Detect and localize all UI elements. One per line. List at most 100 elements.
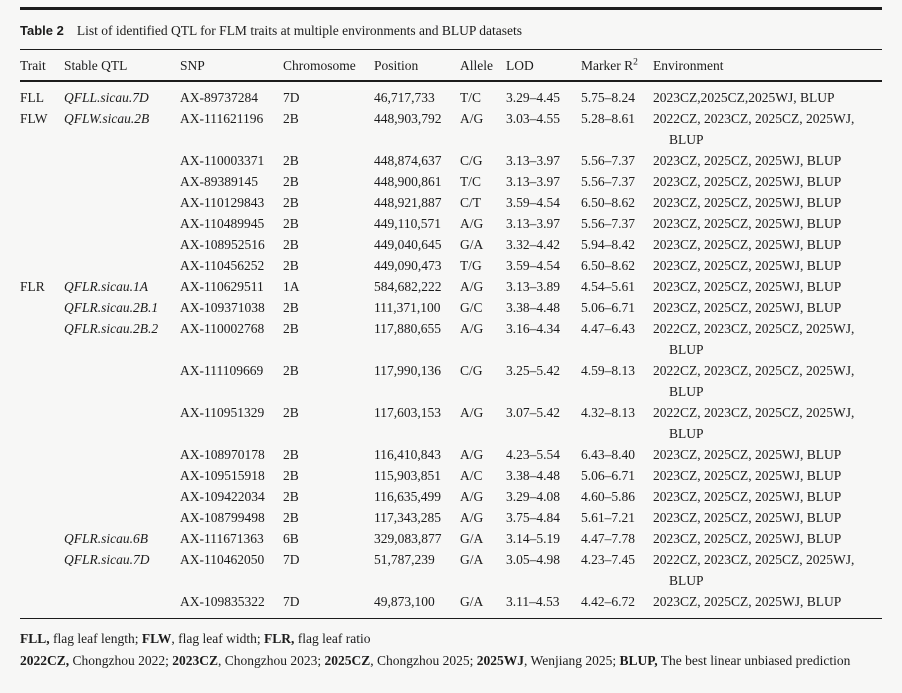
cell-position: 448,874,637 [374,152,442,168]
cell-chromosome: 2B [283,110,299,126]
cell-position: 117,343,285 [374,509,441,525]
cell-position: 111,371,100 [374,299,441,315]
cell-allele: T/C [460,173,482,189]
cell-position: 51,787,239 [374,551,435,567]
cell-snp: AX-110629511 [180,278,264,294]
cell-allele: G/A [460,530,484,546]
cell-environment: 2023CZ, 2025CZ, 2025WJ, BLUP [653,215,842,231]
cell-trait: FLW [20,110,48,126]
cell-snp: AX-110951329 [180,404,265,420]
table-footnotes: FLL, flag leaf length; FLW, flag leaf wi… [20,628,882,671]
superscript-2: 2 [633,57,638,68]
cell-marker-r2: 5.94–8.42 [581,236,635,252]
cell-lod: 3.29–4.45 [506,89,560,105]
cell-environment: 2022CZ, 2023CZ, 2025CZ, 2025WJ, BLUP [653,320,855,357]
table-row: QFLR.sicau.2B.2 AX-110002768 2B 117,880,… [20,318,882,360]
cell-chromosome: 2B [283,446,299,462]
table-row: AX-109422034 2B 116,635,499 A/G 3.29–4.0… [20,486,882,507]
cell-allele: C/T [460,194,482,210]
cell-stable-qtl: QFLR.sicau.2B.1 [64,299,159,315]
table-row: AX-108799498 2B 117,343,285 A/G 3.75–4.8… [20,507,882,528]
table-row: AX-110129843 2B 448,921,887 C/T 3.59–4.5… [20,192,882,213]
cell-allele: C/G [460,152,483,168]
cell-chromosome: 7D [283,593,300,609]
cell-lod: 3.38–4.48 [506,467,560,483]
cell-position: 449,040,645 [374,236,442,252]
cell-chromosome: 2B [283,173,299,189]
cell-position: 115,903,851 [374,467,441,483]
cell-lod: 3.59–4.54 [506,194,560,210]
cell-environment: 2023CZ, 2025CZ, 2025WJ, BLUP [653,488,842,504]
cell-snp: AX-110462050 [180,551,265,567]
footnote-trait-abbreviations: FLL, flag leaf length; FLW, flag leaf wi… [20,631,371,647]
cell-stable-qtl: QFLR.sicau.1A [64,278,148,294]
column-header-position: Position [374,57,419,73]
cell-stable-qtl: QFLR.sicau.6B [64,530,148,546]
cell-chromosome: 7D [283,89,300,105]
footnote-environment-abbreviations: 2022CZ, Chongzhou 2022; 2023CZ, Chongzho… [20,652,851,668]
cell-environment: 2022CZ, 2023CZ, 2025CZ, 2025WJ, BLUP [653,362,855,399]
column-header-snp: SNP [180,57,205,73]
cell-position: 329,083,877 [374,530,442,546]
cell-environment: 2023CZ, 2025CZ, 2025WJ, BLUP [653,299,842,315]
cell-marker-r2: 4.23–7.45 [581,551,635,567]
column-header-marker-r2: Marker R2 [581,57,638,73]
cell-lod: 3.11–4.53 [506,593,560,609]
cell-snp: AX-110489945 [180,215,265,231]
cell-lod: 3.03–4.55 [506,110,560,126]
cell-marker-r2: 5.61–7.21 [581,509,635,525]
column-header-trait: Trait [20,57,46,73]
cell-position: 116,635,499 [374,488,441,504]
cell-snp: AX-89737284 [180,89,258,105]
cell-chromosome: 2B [283,320,299,336]
cell-environment: 2023CZ, 2025CZ, 2025WJ, BLUP [653,446,842,462]
cell-allele: A/G [460,404,484,420]
column-header-environment: Environment [653,57,724,73]
cell-trait: FLL [20,89,45,105]
cell-allele: T/C [460,89,482,105]
cell-environment: 2023CZ, 2025CZ, 2025WJ, BLUP [653,236,842,252]
cell-chromosome: 1A [283,278,300,294]
table-header-row: Trait Stable QTL SNP Chromosome Position… [20,50,882,80]
cell-chromosome: 7D [283,551,300,567]
cell-chromosome: 2B [283,509,299,525]
table-rule-below-header [20,79,882,82]
cell-allele: A/G [460,278,484,294]
cell-allele: T/G [460,257,482,273]
table-row: AX-109515918 2B 115,903,851 A/C 3.38–4.4… [20,465,882,486]
cell-chromosome: 2B [283,215,299,231]
cell-marker-r2: 6.50–8.62 [581,257,635,273]
cell-lod: 3.05–4.98 [506,551,560,567]
cell-marker-r2: 5.06–6.71 [581,299,635,315]
cell-environment: 2023CZ, 2025CZ, 2025WJ, BLUP [653,194,842,210]
cell-marker-r2: 4.32–8.13 [581,404,635,420]
cell-marker-r2: 5.28–8.61 [581,110,635,126]
cell-marker-r2: 5.06–6.71 [581,467,635,483]
cell-marker-r2: 4.60–5.86 [581,488,635,504]
cell-marker-r2: 5.56–7.37 [581,152,635,168]
cell-allele: A/C [460,467,483,483]
table-row: AX-111109669 2B 117,990,136 C/G 3.25–5.4… [20,360,882,402]
column-header-allele: Allele [460,57,493,73]
cell-marker-r2: 5.56–7.37 [581,215,635,231]
cell-snp: AX-109371038 [180,299,265,315]
cell-lod: 3.59–4.54 [506,257,560,273]
table-rule-top [20,7,882,10]
cell-allele: G/A [460,236,484,252]
cell-marker-r2: 4.47–6.43 [581,320,635,336]
cell-position: 448,903,792 [374,110,442,126]
cell-snp: AX-111109669 [180,362,264,378]
cell-lod: 3.75–4.84 [506,509,560,525]
cell-lod: 4.23–5.54 [506,446,560,462]
cell-position: 449,110,571 [374,215,441,231]
table-row: QFLR.sicau.2B.1 AX-109371038 2B 111,371,… [20,297,882,318]
cell-marker-r2: 6.43–8.40 [581,446,635,462]
cell-position: 449,090,473 [374,257,442,273]
cell-marker-r2: 5.56–7.37 [581,173,635,189]
cell-position: 448,900,861 [374,173,442,189]
cell-position: 117,990,136 [374,362,441,378]
cell-lod: 3.14–5.19 [506,530,560,546]
cell-snp: AX-108952516 [180,236,265,252]
cell-position: 117,880,655 [374,320,441,336]
cell-stable-qtl: QFLW.sicau.2B [64,110,150,126]
